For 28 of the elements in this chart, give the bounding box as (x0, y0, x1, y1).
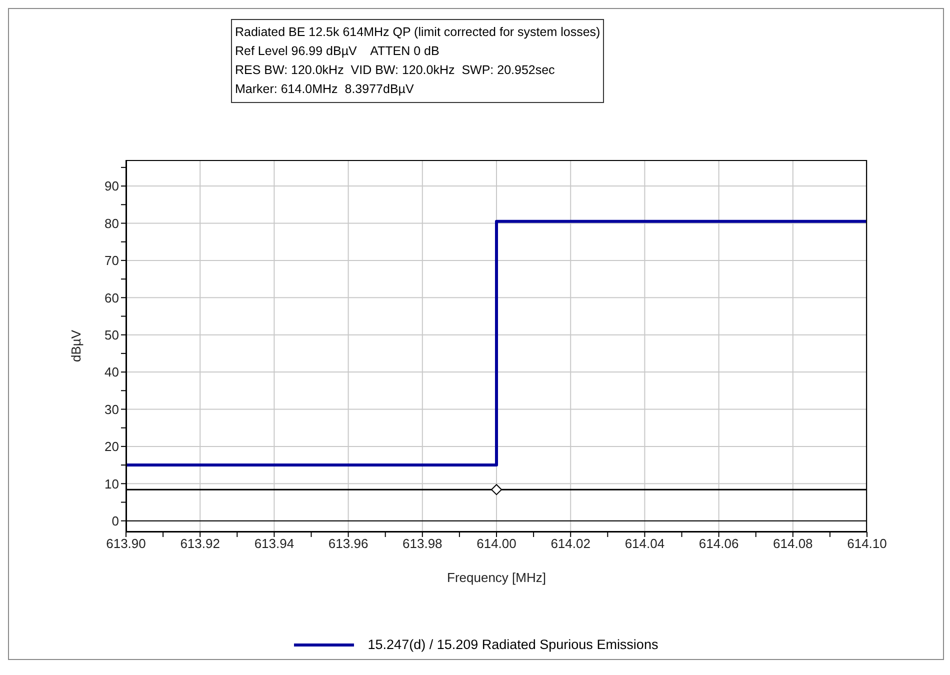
x-tick-label: 614.04 (624, 536, 665, 552)
y-tick-label: 50 (104, 327, 119, 342)
y-tick-label: 40 (104, 364, 119, 380)
y-tick-label: 20 (104, 439, 119, 454)
y-tick-label: 10 (104, 476, 119, 492)
x-tick-label: 613.90 (106, 536, 146, 552)
x-tick-label: 613.92 (180, 536, 220, 552)
y-axis-title: dBµV (68, 330, 84, 362)
text: Ref Level 96.99 dBµV ATTEN 0 dB (235, 43, 440, 60)
legend-label: 15.247(d) / 15.209 Radiated Spurious Emissions (368, 637, 658, 652)
x-tick-label: 614.00 (476, 536, 516, 552)
x-tick-label: 613.98 (402, 536, 442, 552)
y-tick-label: 0 (112, 513, 119, 528)
text: Marker: 614.0MHz 8.3977dBµV (235, 81, 415, 98)
x-tick-label: 613.94 (254, 536, 294, 552)
text: Radiated BE 12.5k 614MHz QP (limit corrected for system losses) (235, 24, 600, 41)
y-tick-label: 80 (104, 216, 119, 231)
y-tick-label: 90 (104, 178, 119, 194)
y-tick-label: 60 (104, 290, 119, 306)
x-tick-label: 614.10 (847, 536, 887, 552)
x-tick-label: 614.08 (773, 536, 813, 552)
x-tick-label: 614.02 (550, 536, 590, 552)
y-tick-label: 30 (104, 402, 119, 417)
text: RES BW: 120.0kHz VID BW: 120.0kHz SWP: 20.952sec (235, 62, 556, 79)
x-tick-label: 613.96 (328, 536, 368, 552)
x-tick-label: 614.06 (698, 536, 739, 552)
x-axis-title: Frequency [MHz] (447, 570, 546, 585)
y-tick-label: 70 (104, 253, 119, 268)
